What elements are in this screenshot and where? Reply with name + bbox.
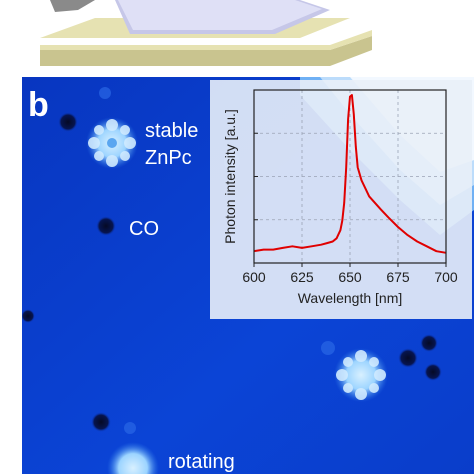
x-tick-label: 600 xyxy=(242,269,266,285)
znpc-molecule xyxy=(334,348,388,402)
label-rotating: rotating xyxy=(168,451,235,473)
panel-label: b xyxy=(28,86,49,124)
x-tick-label: 700 xyxy=(434,269,458,285)
co-molecules xyxy=(22,112,442,432)
label-co: CO xyxy=(129,218,159,240)
spectrum-inset: 600 625 650 675 700 Wavelength [nm] Photon int… xyxy=(210,80,472,319)
znpc-molecule-rotating xyxy=(107,442,159,474)
label-stable: stable xyxy=(145,120,199,142)
label-znpc: ZnPc xyxy=(145,147,192,169)
znpc-molecule-stable xyxy=(86,117,138,169)
y-axis-label: Photon intensity [a.u.] xyxy=(222,109,238,244)
spectrum-chart: 600 625 650 675 700 Wavelength [nm] Photon int… xyxy=(222,89,458,306)
x-tick-label: 625 xyxy=(290,269,314,285)
stm-image: 600 625 650 675 700 Wavelength [nm] Photon int… xyxy=(22,77,474,474)
spectrum-line xyxy=(253,94,447,254)
x-axis-label: Wavelength [nm] xyxy=(298,290,403,306)
x-tick-label: 675 xyxy=(386,269,410,285)
x-tick-label: 650 xyxy=(338,269,362,285)
substrate-illustration xyxy=(0,0,474,77)
